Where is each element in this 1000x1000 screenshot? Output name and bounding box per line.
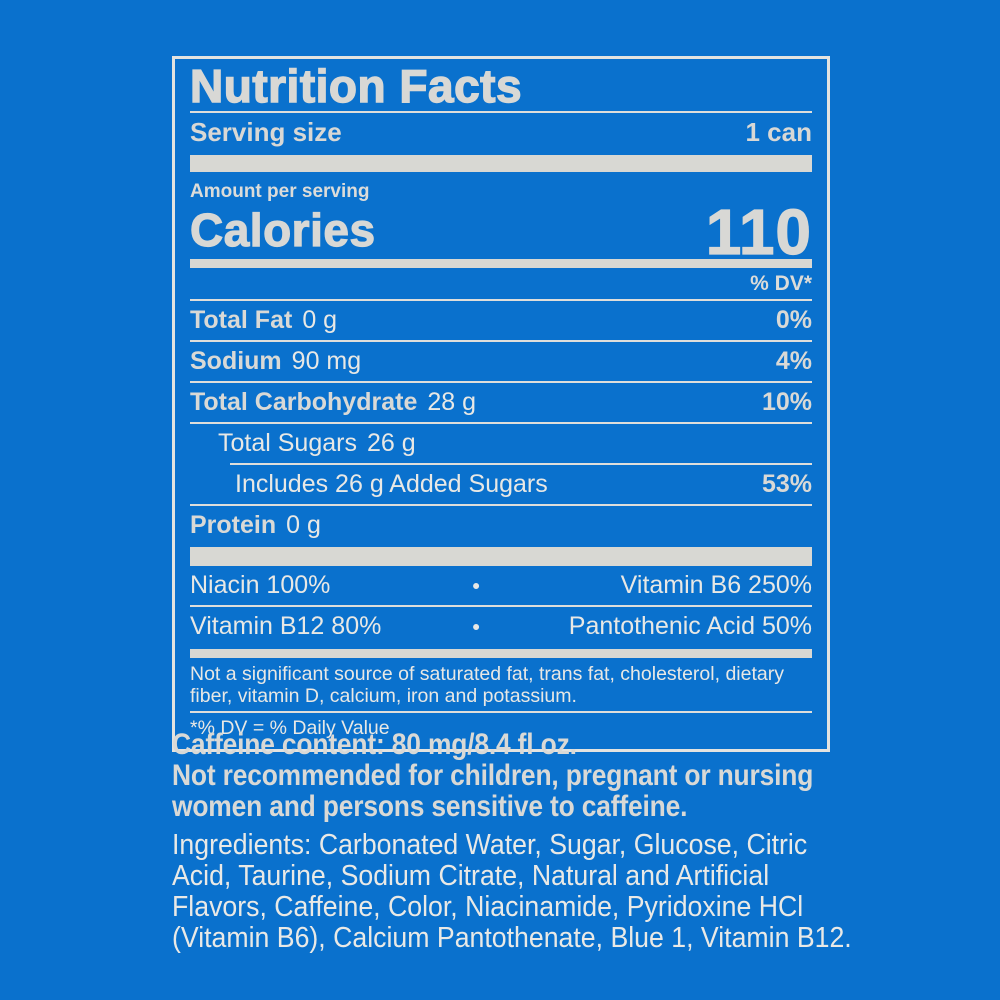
serving-size-label: Serving size (190, 117, 342, 147)
vitamin-row-1: Niacin 100% • Vitamin B6 250% (190, 566, 812, 605)
nutrient-amount: 90 mg (291, 347, 362, 375)
not-significant-line: Not a significant source of saturated fa… (190, 663, 784, 685)
divider (190, 504, 812, 506)
calories-label: Calories (189, 204, 376, 256)
vitamin-left: Niacin 100% (190, 571, 331, 599)
medium-bar (190, 259, 812, 268)
nutrient-amount: 0 g (302, 306, 338, 334)
divider (190, 605, 812, 607)
nutrient-row-total-fat: Total Fat 0 g 0% (190, 301, 812, 340)
daily-value-header: % DV* (750, 272, 812, 295)
divider (190, 711, 812, 713)
divider (190, 340, 812, 342)
divider (190, 299, 812, 301)
nutrient-row-total-carbohydrate: Total Carbohydrate 28 g 10% (190, 383, 812, 422)
nutrient-row-added-sugars: Includes 26 g Added Sugars 53% (190, 465, 812, 504)
serving-size-value: 1 can (745, 117, 813, 147)
ingredients-line: Flavors, Caffeine, Color, Niacinamide, P… (172, 891, 804, 923)
nutrient-amount: 0 g (286, 511, 321, 539)
divider (190, 422, 812, 424)
caffeine-content-line: Caffeine content: 80 mg/8.4 fl oz. (172, 728, 577, 761)
divider-indented (230, 463, 812, 465)
vitamin-left: Vitamin B12 80% (190, 612, 382, 640)
nutrient-row-protein: Protein 0 g (190, 506, 812, 545)
calories-value: 110 (705, 196, 812, 268)
nutrient-name: Total Sugars (218, 429, 357, 457)
nutrient-dv: 0% (775, 306, 812, 334)
ingredients-line: Ingredients: Carbonated Water, Sugar, Gl… (172, 829, 808, 861)
nutrient-dv: 4% (775, 347, 812, 375)
divider (190, 381, 812, 383)
ingredients-line: (Vitamin B6), Calcium Pantothenate, Blue… (172, 922, 852, 954)
nutrient-row-total-sugars: Total Sugars 26 g (190, 424, 812, 463)
nutrient-name: Sodium (190, 347, 282, 375)
bullet-separator: • (472, 614, 480, 639)
nutrient-name: Includes 26 g Added Sugars (235, 470, 548, 498)
nutrition-facts-panel: Nutrition Facts Serving size 1 can Amoun… (172, 56, 830, 752)
vitamin-row-2: Vitamin B12 80% • Pantothenic Acid 50% (190, 607, 812, 646)
nutrient-name: Protein (190, 511, 277, 539)
medium-bar (190, 649, 812, 658)
thick-bar (190, 155, 812, 172)
bullet-separator: • (472, 573, 480, 598)
caffeine-warning-line: Not recommended for children, pregnant o… (172, 759, 814, 792)
amount-per-serving-label: Amount per serving (190, 181, 370, 202)
serving-size-row: Serving size 1 can (190, 113, 812, 155)
nutrient-amount: 28 g (427, 388, 477, 416)
vitamin-right: Pantothenic Acid 50% (568, 612, 812, 640)
not-significant-note: Not a significant source of saturated fa… (190, 663, 812, 707)
calories-row: Calories 110 (189, 196, 812, 268)
divider (190, 111, 812, 113)
nutrient-name: Total Fat (190, 306, 293, 334)
caffeine-warning-line: women and persons sensitive to caffeine. (172, 790, 688, 823)
ingredients-line: Acid, Taurine, Sodium Citrate, Natural a… (172, 860, 770, 892)
nutrient-dv: 10% (761, 388, 812, 416)
nutrient-row-sodium: Sodium 90 mg 4% (190, 342, 812, 381)
not-significant-line: fiber, vitamin D, calcium, iron and pota… (190, 684, 577, 707)
nutrient-name: Total Carbohydrate (190, 388, 418, 416)
nutrient-amount: 26 g (366, 429, 416, 457)
panel-title: Nutrition Facts (189, 60, 523, 112)
daily-value-footnote: *% DV = % Daily Value (190, 717, 390, 739)
caffeine-warning: Caffeine content: 80 mg/8.4 fl oz. Not r… (172, 729, 813, 822)
vitamin-right: Vitamin B6 250% (620, 571, 812, 599)
ingredients-list: Ingredients: Carbonated Water, Sugar, Gl… (172, 830, 852, 954)
thick-bar (190, 547, 812, 566)
nutrient-dv: 53% (761, 470, 812, 498)
